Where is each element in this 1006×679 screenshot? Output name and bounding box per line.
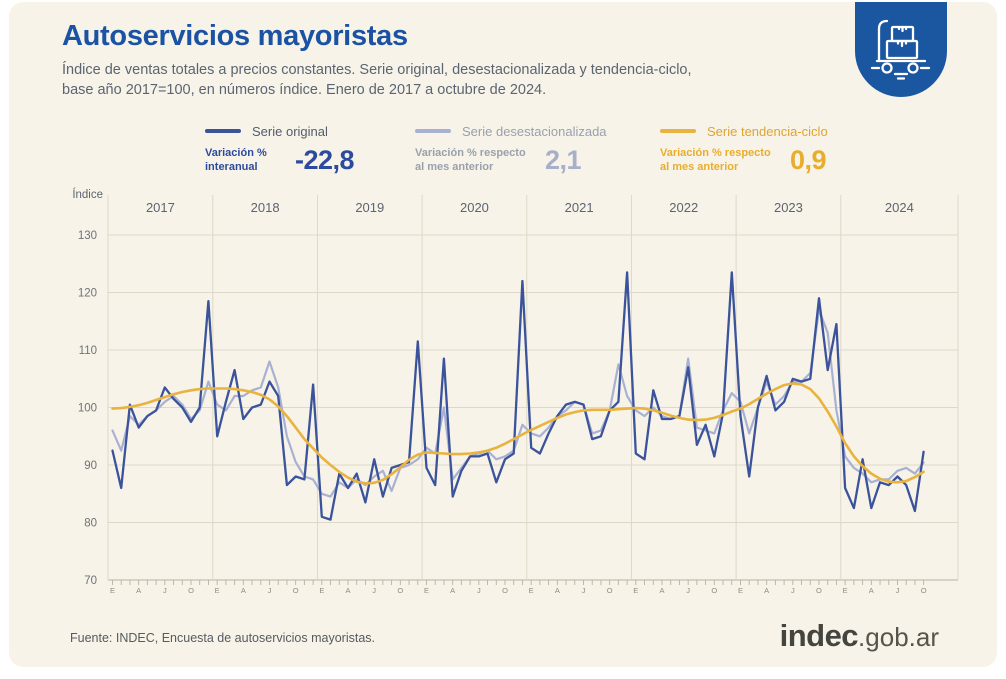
month-tick-label: E [215,586,220,595]
year-label: 2023 [774,200,803,215]
serie-original-swatch [205,128,241,134]
y-tick-label: 80 [84,518,97,530]
month-tick-label: J [477,586,481,595]
variacion-mensual-tendencia-label: Variación % respecto al mes anterior [660,147,771,173]
month-tick-label: A [764,586,769,595]
month-tick-label: J [268,586,272,595]
month-tick-label: E [319,586,324,595]
month-tick-label: O [397,586,403,595]
month-tick-label: O [188,586,194,595]
indec-logo-main: indec [779,618,859,653]
year-label: 2020 [460,200,489,215]
y-axis-title: Índice [72,188,103,201]
y-tick-label: 90 [84,460,97,472]
y-tick-label: 70 [84,575,97,587]
month-tick-label: A [659,586,664,595]
month-tick-label: O [921,586,927,595]
month-tick-label: J [372,586,376,595]
month-tick-label: J [791,586,795,595]
month-tick-label: A [555,586,560,595]
month-tick-label: O [711,586,717,595]
variacion-interanual-value: -22,8 [295,145,355,175]
month-tick-label: E [843,586,848,595]
subtitle-line-1: Índice de ventas totales a precios const… [62,62,692,78]
month-tick-label: E [738,586,743,595]
month-tick-label: A [241,586,246,595]
subtitle-line-2: base año 2017=100, en números índice. En… [62,82,547,98]
report-card: Autoservicios mayoristas Índice de venta… [9,2,997,667]
serie-desestacionalizada-swatch [415,128,451,134]
month-tick-label: A [345,586,350,595]
serie-tendencia-ciclo-label: Serie tendencia-ciclo [707,123,828,139]
month-tick-label: O [293,586,299,595]
variacion-mensual-tendencia-value: 0,9 [790,145,827,175]
y-tick-label: 130 [78,230,97,242]
y-tick-label: 110 [79,345,97,357]
month-tick-label: O [607,586,613,595]
month-tick-label: J [896,586,900,595]
month-tick-label: A [136,586,141,595]
month-tick-label: J [582,586,586,595]
month-tick-label: J [163,586,167,595]
month-tick-label: E [424,586,429,595]
variacion-mensual-desest-label: Variación % respecto al mes anterior [415,147,526,173]
year-label: 2024 [885,200,914,215]
page-title: Autoservicios mayoristas [62,20,408,52]
year-label: 2017 [146,200,175,215]
year-label: 2019 [355,200,384,215]
variacion-mensual-desest-value: 2,1 [545,145,582,175]
month-tick-label: E [110,586,115,595]
month-tick-label: E [633,586,638,595]
legend-serie-original: Serie original Variación % interanual -2… [205,123,355,176]
serie-tendencia-ciclo-swatch [660,128,696,134]
year-label: 2018 [251,200,280,215]
legend-serie-tendencia-ciclo: Serie tendencia-ciclo Variación % respec… [660,123,828,176]
sales-index-chart: 130 120 110 100 90 80 70 Índice 2017 2018 2019 2020… [72,188,959,595]
serie-original-label: Serie original [252,123,328,139]
variacion-interanual-label: Variación % interanual [205,147,267,173]
month-tick-label: A [869,586,874,595]
indec-logo: indec .gob.ar [780,618,939,654]
month-tick-label: A [450,586,455,595]
y-tick-label: 120 [78,288,97,300]
year-label: 2022 [669,200,698,215]
hand-truck-icon [855,2,947,97]
month-tick-label: J [686,586,690,595]
month-tick-label: O [816,586,822,595]
page-subtitle: Índice de ventas totales a precios const… [62,60,692,100]
serie-desestacionalizada-line [111,308,925,498]
year-label: 2021 [565,200,594,215]
month-tick-label: E [529,586,534,595]
source-note: Fuente: INDEC, Encuesta de autoservicios… [70,631,375,645]
serie-desestacionalizada-label: Serie desestacionalizada [462,123,607,139]
serie-tendencia-ciclo-line [111,382,925,485]
indec-logo-suffix: .gob.ar [858,622,939,652]
serie-original-line [111,271,925,521]
legend-serie-desestacionalizada: Serie desestacionalizada Variación % res… [415,123,607,176]
y-tick-label: 100 [78,403,97,415]
month-tick-label: O [502,586,508,595]
